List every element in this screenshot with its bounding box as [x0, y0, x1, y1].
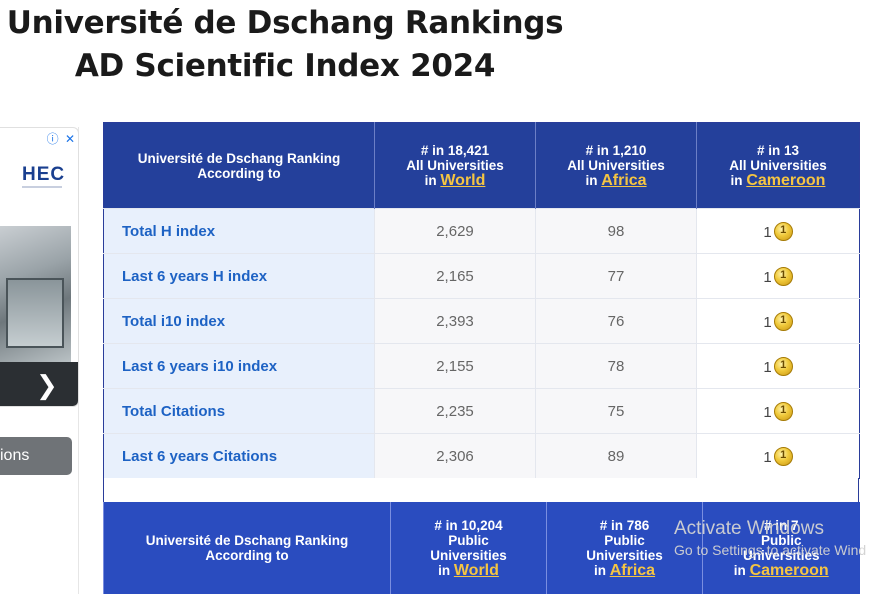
ad-controls: ⓘ ✕ — [44, 130, 75, 147]
table-row: Last 6 years Citations 2,306 89 1 — [103, 433, 860, 479]
page-title-line2: AD Scientific Index 2024 — [74, 48, 496, 84]
chevron-right-icon[interactable]: ❯ — [36, 370, 58, 400]
gold-medal-icon — [773, 221, 793, 241]
metric-label: Last 6 years H index — [103, 253, 375, 299]
africa-rank: 78 — [535, 343, 697, 389]
header-world: # in 10,204 Public Universities in World — [390, 502, 547, 594]
country-rank-cell: 1 — [696, 208, 860, 254]
header-world: # in 18,421 All Universities in World — [374, 122, 536, 209]
ad-button[interactable]: ions — [0, 437, 72, 475]
world-link[interactable]: World — [440, 172, 486, 189]
ad-photo — [0, 226, 71, 362]
page-title: Université de Dschang Rankings AD Scient… — [0, 2, 570, 88]
metric-label: Total H index — [103, 208, 375, 254]
world-rank: 2,306 — [374, 433, 536, 479]
world-rank: 2,629 — [374, 208, 536, 254]
ad-bar — [0, 362, 78, 406]
country-rank: 1 — [763, 358, 772, 376]
country-rank: 1 — [763, 448, 772, 466]
gold-medal-icon — [773, 401, 793, 421]
country-rank-cell: 1 — [696, 298, 860, 344]
world-rank: 2,235 — [374, 388, 536, 434]
metric-label: Total Citations — [103, 388, 375, 434]
table-spacer — [103, 478, 859, 503]
ad-button-label: ions — [0, 447, 30, 464]
africa-rank: 89 — [535, 433, 697, 479]
world-rank: 2,155 — [374, 343, 536, 389]
table-header-row: Université de Dschang Ranking According … — [103, 502, 860, 594]
country-rank: 1 — [763, 313, 772, 331]
country-rank-cell: 1 — [696, 388, 860, 434]
table-row: Total Citations 2,235 75 1 — [103, 388, 860, 434]
table-row: Last 6 years H index 2,165 77 1 — [103, 253, 860, 299]
info-icon[interactable]: ⓘ — [46, 132, 59, 146]
africa-rank: 75 — [535, 388, 697, 434]
country-rank: 1 — [763, 223, 772, 241]
country-rank: 1 — [763, 268, 772, 286]
header-africa: # in 786 Public Universities in Africa — [546, 502, 703, 594]
gold-medal-icon — [773, 356, 793, 376]
metric-label: Last 6 years i10 index — [103, 343, 375, 389]
table-row: Last 6 years i10 index 2,155 78 1 — [103, 343, 860, 389]
country-rank: 1 — [763, 403, 772, 421]
gold-medal-icon — [773, 311, 793, 331]
country-rank-cell: 1 — [696, 343, 860, 389]
table-row: Total H index 2,629 98 1 — [103, 208, 860, 254]
ad-brand-logo: HEC — [22, 164, 66, 185]
table-row: Total i10 index 2,393 76 1 — [103, 298, 860, 344]
table-header-row: Université de Dschang Ranking According … — [103, 122, 860, 209]
page-title-line1: Université de Dschang Rankings — [6, 5, 564, 41]
header-cameroon: # in 7 Public Universities in Cameroon — [702, 502, 860, 594]
africa-rank: 98 — [535, 208, 697, 254]
advertisement-panel: ⓘ ✕ HEC ❯ ions — [0, 127, 79, 594]
country-rank-cell: 1 — [696, 253, 860, 299]
header-cameroon: # in 13 All Universities in Cameroon — [696, 122, 860, 209]
ad-card[interactable]: ⓘ ✕ HEC ❯ — [0, 127, 79, 407]
world-rank: 2,165 — [374, 253, 536, 299]
africa-rank: 76 — [535, 298, 697, 344]
close-icon[interactable]: ✕ — [64, 132, 75, 146]
africa-link[interactable]: Africa — [601, 172, 647, 189]
ranking-table-all-universities: Université de Dschang Ranking According … — [103, 122, 860, 479]
cameroon-link[interactable]: Cameroon — [746, 172, 826, 189]
africa-link[interactable]: Africa — [609, 562, 656, 579]
gold-medal-icon — [773, 446, 793, 466]
metric-label: Total i10 index — [103, 298, 375, 344]
header-africa: # in 1,210 All Universities in Africa — [535, 122, 697, 209]
gold-medal-icon — [773, 266, 793, 286]
header-label: Université de Dschang Ranking According … — [103, 122, 375, 209]
ad-brand-underline — [22, 186, 62, 188]
country-rank-cell: 1 — [696, 433, 860, 479]
cameroon-link[interactable]: Cameroon — [749, 562, 829, 579]
metric-label: Last 6 years Citations — [103, 433, 375, 479]
world-link[interactable]: World — [453, 562, 499, 579]
header-label: Université de Dschang Ranking According … — [103, 502, 391, 594]
world-rank: 2,393 — [374, 298, 536, 344]
ranking-table-public-universities: Université de Dschang Ranking According … — [103, 502, 860, 594]
africa-rank: 77 — [535, 253, 697, 299]
